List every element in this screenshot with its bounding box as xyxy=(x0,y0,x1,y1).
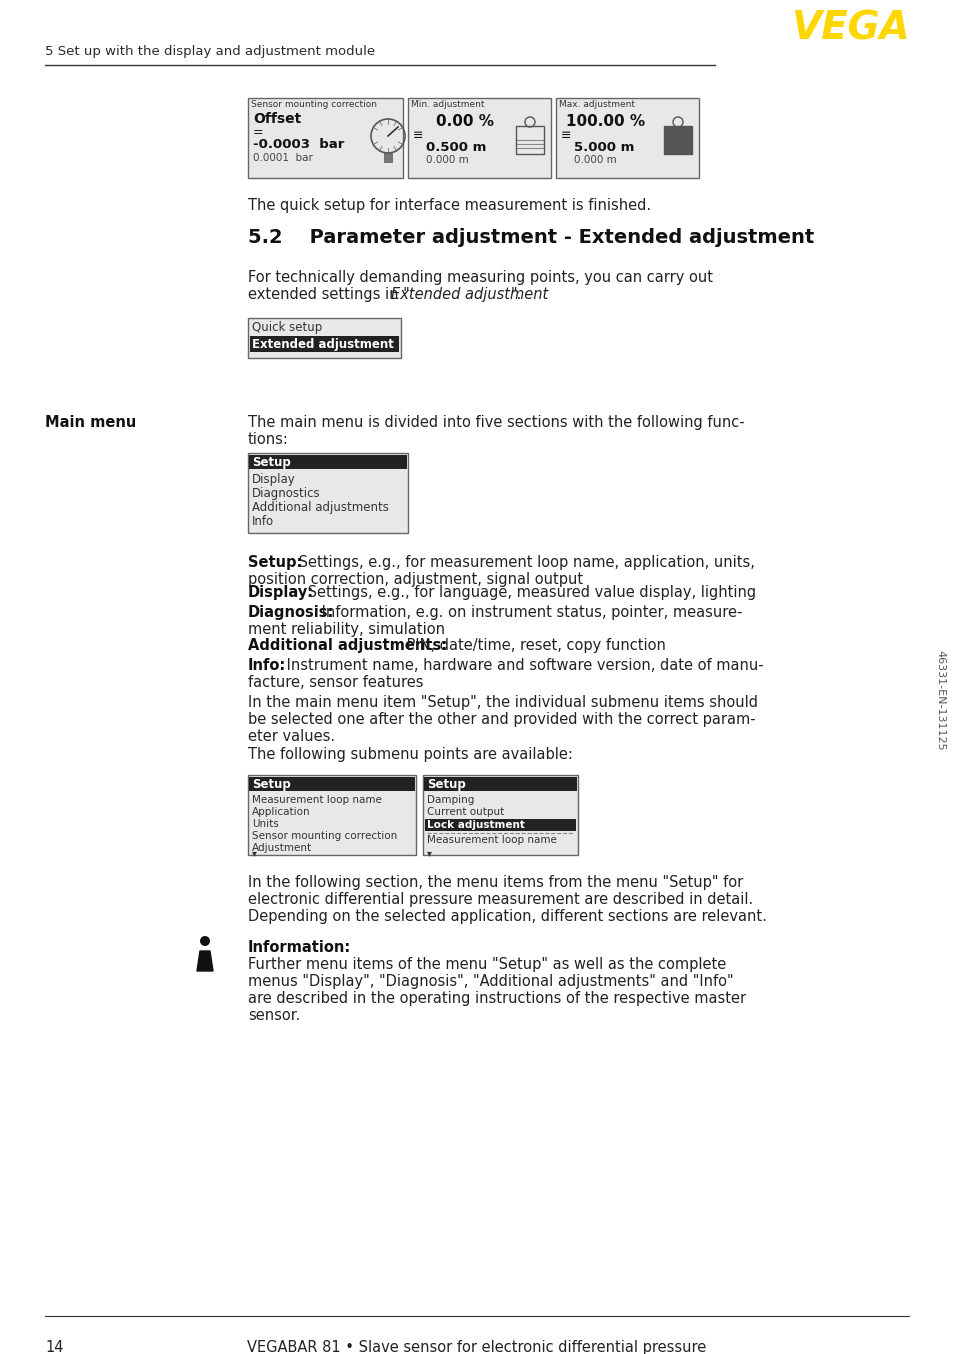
Text: Settings, e.g., for measurement loop name, application, units,: Settings, e.g., for measurement loop nam… xyxy=(294,555,754,570)
Text: 100.00 %: 100.00 % xyxy=(565,114,644,129)
Text: Measurement loop name: Measurement loop name xyxy=(427,835,557,845)
Text: 0.500 m: 0.500 m xyxy=(426,141,486,154)
Text: 0.000 m: 0.000 m xyxy=(574,154,616,165)
FancyBboxPatch shape xyxy=(663,126,691,154)
Text: be selected one after the other and provided with the correct param-: be selected one after the other and prov… xyxy=(248,712,755,727)
Text: ment reliability, simulation: ment reliability, simulation xyxy=(248,621,444,636)
Text: 5.000 m: 5.000 m xyxy=(574,141,634,154)
Text: Setup: Setup xyxy=(252,779,291,791)
Bar xyxy=(249,455,407,468)
Bar xyxy=(423,777,577,791)
Text: Adjustment: Adjustment xyxy=(252,844,312,853)
FancyBboxPatch shape xyxy=(556,97,699,177)
Text: The quick setup for interface measurement is finished.: The quick setup for interface measuremen… xyxy=(248,198,651,213)
Text: 0.00 %: 0.00 % xyxy=(436,114,494,129)
FancyBboxPatch shape xyxy=(248,454,408,533)
FancyBboxPatch shape xyxy=(248,318,400,357)
Text: ▾: ▾ xyxy=(427,848,432,858)
Text: Min. adjustment: Min. adjustment xyxy=(411,100,484,110)
Text: 0.0001  bar: 0.0001 bar xyxy=(253,153,313,162)
Text: =: = xyxy=(253,126,263,139)
Text: 46331-EN-131125: 46331-EN-131125 xyxy=(934,650,944,750)
Text: Instrument name, hardware and software version, date of manu-: Instrument name, hardware and software v… xyxy=(282,658,762,673)
Text: Extended adjustment: Extended adjustment xyxy=(252,338,394,351)
Text: electronic differential pressure measurement are described in detail.: electronic differential pressure measure… xyxy=(248,892,753,907)
Text: Setup:: Setup: xyxy=(248,555,302,570)
Text: Lock adjustment: Lock adjustment xyxy=(427,821,524,830)
Text: Additional adjustments:: Additional adjustments: xyxy=(248,638,447,653)
Circle shape xyxy=(200,936,210,946)
Text: PIN, date/time, reset, copy function: PIN, date/time, reset, copy function xyxy=(401,638,665,653)
Text: 0.000 m: 0.000 m xyxy=(426,154,468,165)
Text: ▾: ▾ xyxy=(252,848,256,858)
Text: VEGABAR 81 • Slave sensor for electronic differential pressure: VEGABAR 81 • Slave sensor for electronic… xyxy=(247,1340,706,1354)
FancyBboxPatch shape xyxy=(248,774,416,854)
Text: Measurement loop name: Measurement loop name xyxy=(252,795,381,806)
Text: VEGA: VEGA xyxy=(791,9,909,47)
Text: 14: 14 xyxy=(45,1340,64,1354)
Text: Max. adjustment: Max. adjustment xyxy=(558,100,635,110)
Polygon shape xyxy=(196,951,213,971)
Text: Additional adjustments: Additional adjustments xyxy=(252,501,389,515)
Text: ".: ". xyxy=(511,287,522,302)
Text: The following submenu points are available:: The following submenu points are availab… xyxy=(248,747,572,762)
Text: ≡: ≡ xyxy=(413,129,423,142)
Text: Info:: Info: xyxy=(248,658,286,673)
Text: menus "Display", "Diagnosis", "Additional adjustments" and "Info": menus "Display", "Diagnosis", "Additiona… xyxy=(248,974,733,988)
Text: Display: Display xyxy=(252,473,295,486)
Text: Extended adjustment: Extended adjustment xyxy=(391,287,548,302)
Text: are described in the operating instructions of the respective master: are described in the operating instructi… xyxy=(248,991,745,1006)
Text: Offset: Offset xyxy=(253,112,301,126)
Text: position correction, adjustment, signal output: position correction, adjustment, signal … xyxy=(248,571,582,588)
Bar xyxy=(384,153,392,162)
Text: Damping: Damping xyxy=(427,795,474,806)
FancyBboxPatch shape xyxy=(422,774,578,854)
Bar xyxy=(249,777,415,791)
Text: Diagnosis:: Diagnosis: xyxy=(248,605,334,620)
Text: Current output: Current output xyxy=(427,807,504,816)
Text: Info: Info xyxy=(252,515,274,528)
Text: 5 Set up with the display and adjustment module: 5 Set up with the display and adjustment… xyxy=(45,45,375,58)
Text: Sensor mounting correction: Sensor mounting correction xyxy=(252,831,396,841)
Text: ≡: ≡ xyxy=(560,129,571,142)
Text: 5.2    Parameter adjustment - Extended adjustment: 5.2 Parameter adjustment - Extended adju… xyxy=(248,227,814,246)
FancyBboxPatch shape xyxy=(516,126,543,154)
Text: Information, e.g. on instrument status, pointer, measure-: Information, e.g. on instrument status, … xyxy=(316,605,741,620)
Text: Quick setup: Quick setup xyxy=(252,321,322,334)
Text: Setup: Setup xyxy=(427,779,465,791)
FancyBboxPatch shape xyxy=(248,97,402,177)
Text: eter values.: eter values. xyxy=(248,728,335,743)
Text: Sensor mounting correction: Sensor mounting correction xyxy=(251,100,376,110)
Text: The main menu is divided into five sections with the following func-: The main menu is divided into five secti… xyxy=(248,414,744,431)
Text: Settings, e.g., for language, measured value display, lighting: Settings, e.g., for language, measured v… xyxy=(303,585,756,600)
Text: sensor.: sensor. xyxy=(248,1007,300,1024)
Text: Information:: Information: xyxy=(248,940,351,955)
Text: facture, sensor features: facture, sensor features xyxy=(248,676,423,691)
Text: In the main menu item "Setup", the individual submenu items should: In the main menu item "Setup", the indiv… xyxy=(248,695,758,709)
Text: Application: Application xyxy=(252,807,311,816)
Text: Depending on the selected application, different sections are relevant.: Depending on the selected application, d… xyxy=(248,909,766,923)
Text: Setup: Setup xyxy=(252,456,291,468)
Text: Further menu items of the menu "Setup" as well as the complete: Further menu items of the menu "Setup" a… xyxy=(248,957,725,972)
FancyBboxPatch shape xyxy=(408,97,551,177)
Bar xyxy=(250,336,398,352)
Text: tions:: tions: xyxy=(248,432,289,447)
Text: Main menu: Main menu xyxy=(45,414,136,431)
Text: Diagnostics: Diagnostics xyxy=(252,487,320,500)
Text: Display:: Display: xyxy=(248,585,314,600)
Text: In the following section, the menu items from the menu "Setup" for: In the following section, the menu items… xyxy=(248,875,742,890)
Bar xyxy=(424,819,576,831)
Text: For technically demanding measuring points, you can carry out: For technically demanding measuring poin… xyxy=(248,269,712,284)
Text: Units: Units xyxy=(252,819,278,829)
Text: -0.0003  bar: -0.0003 bar xyxy=(253,138,344,152)
Text: extended settings in ": extended settings in " xyxy=(248,287,410,302)
